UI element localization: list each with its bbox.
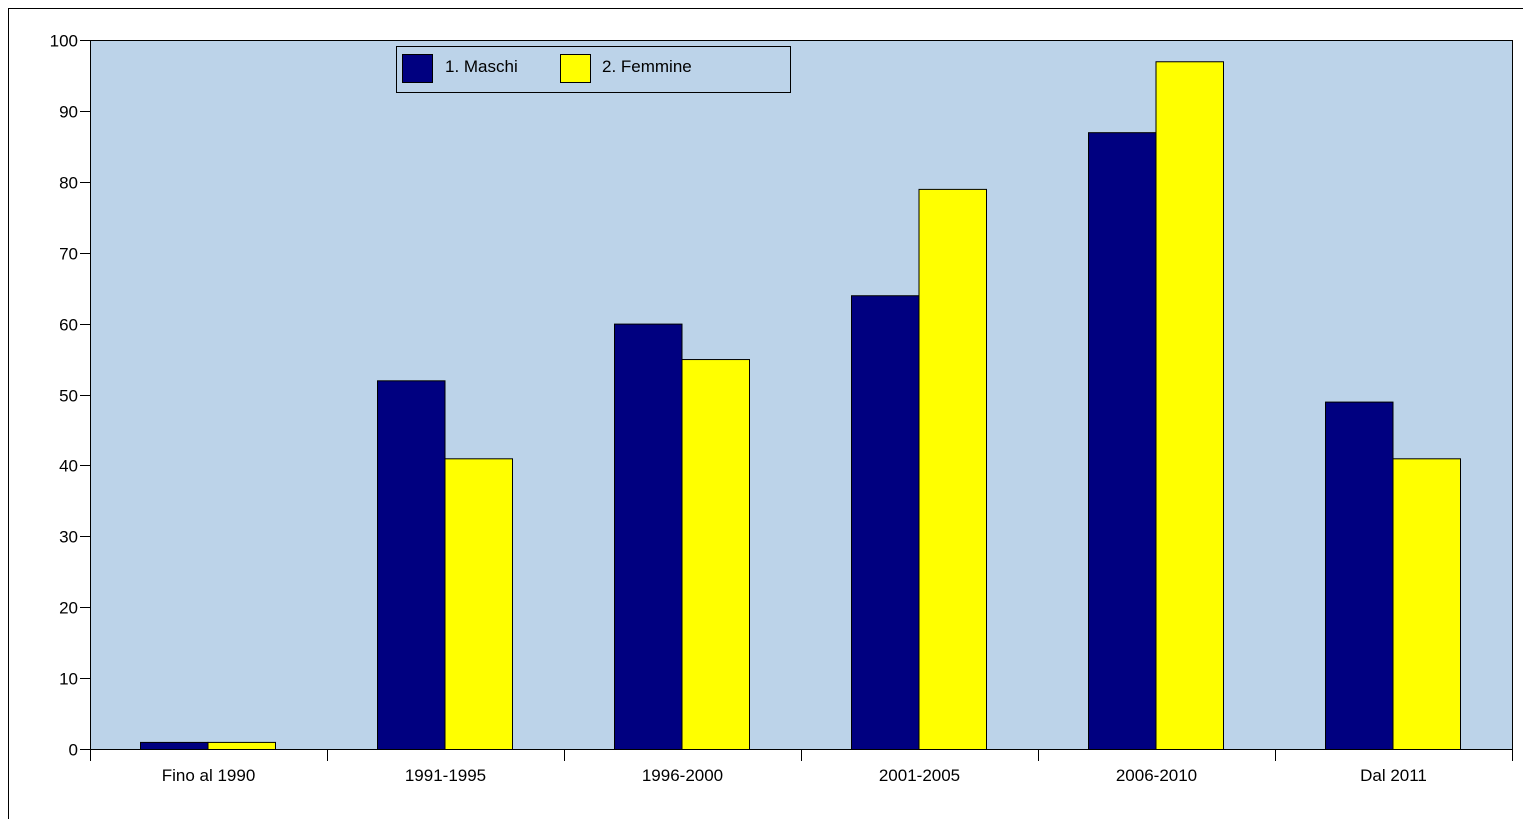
bar-maschi (851, 295, 920, 750)
y-tick-label: 30 (59, 528, 78, 547)
bar-femmine (444, 458, 513, 750)
plot-area (90, 40, 1513, 750)
x-tick-label: Dal 2011 (1360, 766, 1427, 785)
bar-maschi (140, 741, 209, 750)
x-tick-label: 2001-2005 (879, 766, 960, 785)
y-axis: 0 10 20 30 40 50 60 70 80 90 100 (50, 32, 90, 760)
bar-femmine (207, 741, 276, 750)
y-tick-label: 80 (59, 174, 78, 193)
y-tick-label: 70 (59, 245, 78, 264)
bar-femmine (1392, 458, 1461, 750)
bar-femmine (1155, 61, 1224, 750)
bar-maschi (377, 380, 446, 750)
legend: 1. Maschi 2. Femmine (396, 46, 791, 93)
legend-label-maschi: 1. Maschi (445, 57, 518, 76)
x-tick-label: Fino al 1990 (162, 766, 256, 785)
bar-maschi (1088, 132, 1157, 751)
legend-swatch-maschi (402, 54, 433, 83)
bar-femmine (918, 188, 987, 750)
legend-box (396, 46, 791, 93)
y-tick-label: 60 (59, 316, 78, 335)
bars-layer (140, 61, 1461, 751)
bar-maschi (614, 323, 683, 750)
y-tick-label: 90 (59, 103, 78, 122)
x-axis: Fino al 1990 1991-1995 1996-2000 2001-2005 2… (90, 749, 1513, 785)
legend-swatch-femmine (560, 54, 591, 83)
x-tick-label: 1991-1995 (405, 766, 486, 785)
y-tick-label: 100 (50, 32, 78, 51)
y-tick-label: 20 (59, 599, 78, 618)
y-tick-label: 10 (59, 670, 78, 689)
x-tick-label: 2006-2010 (1116, 766, 1197, 785)
bar-femmine (681, 359, 750, 750)
bar-maschi (1325, 401, 1394, 750)
x-tick-label: 1996-2000 (642, 766, 723, 785)
y-tick-label: 40 (59, 457, 78, 476)
legend-label-femmine: 2. Femmine (602, 57, 692, 76)
y-tick-label: 50 (59, 387, 78, 406)
y-tick-label: 0 (69, 741, 78, 760)
